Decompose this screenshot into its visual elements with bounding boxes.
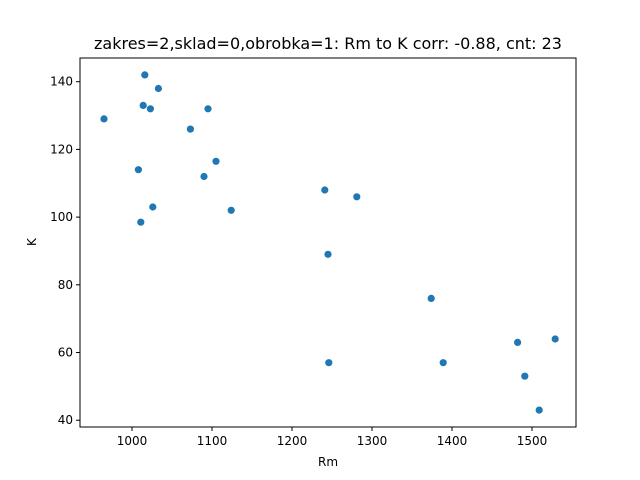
data-point-4 (139, 101, 147, 109)
data-point-11 (149, 203, 157, 211)
y-axis-label: K (25, 237, 39, 246)
data-point-3 (154, 84, 162, 93)
data-point-16 (324, 250, 332, 258)
x-axis: 1000 1100 1200 1300 1400 1500 (117, 427, 548, 448)
data-point-2 (141, 71, 149, 79)
plot-area (100, 71, 559, 414)
x-tick-label: 1100 (197, 434, 228, 448)
data-point-19 (439, 359, 447, 367)
y-tick-label: 80 (58, 278, 73, 292)
data-point-18 (325, 359, 333, 367)
data-point-22 (521, 372, 529, 380)
data-point-21 (551, 335, 559, 343)
data-point-5 (146, 105, 154, 113)
data-point-15 (353, 193, 361, 201)
x-tick-label: 1200 (277, 434, 308, 448)
data-point-9 (134, 166, 142, 174)
x-tick-label: 1000 (117, 434, 148, 448)
y-tick-label: 100 (50, 210, 73, 224)
chart-title: zakres=2,sklad=0,obrobka=1: Rm to K corr… (94, 34, 562, 53)
data-point-1 (100, 115, 108, 123)
data-point-13 (137, 218, 145, 226)
y-axis: 40 60 80 100 120 140 (50, 75, 80, 427)
x-tick-label: 1300 (357, 434, 388, 448)
data-point-12 (227, 206, 235, 214)
data-point-8 (212, 157, 220, 165)
x-tick-label: 1400 (437, 434, 468, 448)
data-point-17 (427, 294, 435, 302)
y-tick-label: 140 (50, 75, 73, 89)
x-axis-label: Rm (318, 455, 338, 469)
x-tick-label: 1500 (517, 434, 548, 448)
data-point-7 (186, 125, 194, 133)
y-tick-label: 120 (50, 142, 73, 156)
y-tick-label: 40 (58, 413, 73, 427)
data-point-6 (204, 105, 212, 113)
data-point-14 (321, 186, 329, 194)
y-tick-label: 60 (58, 346, 73, 360)
data-point-20 (514, 338, 522, 346)
data-point-10 (200, 172, 208, 181)
plot-frame (79, 57, 577, 428)
data-point-23 (535, 406, 543, 414)
